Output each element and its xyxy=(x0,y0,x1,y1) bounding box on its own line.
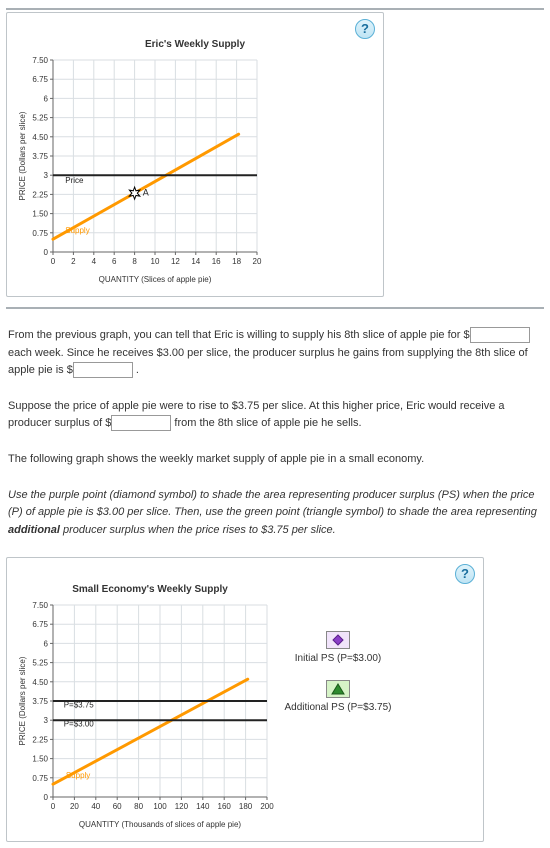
help-button-chart1[interactable]: ? xyxy=(355,19,375,39)
svg-text:3.75: 3.75 xyxy=(32,152,48,161)
svg-text:0.75: 0.75 xyxy=(32,774,48,783)
svg-text:80: 80 xyxy=(134,802,143,811)
svg-text:4.50: 4.50 xyxy=(32,678,48,687)
input-ps-8th-at-3[interactable] xyxy=(73,362,133,378)
svg-text:16: 16 xyxy=(212,257,221,266)
svg-text:20: 20 xyxy=(253,257,262,266)
svg-text:3: 3 xyxy=(44,171,49,180)
text: From the previous graph, you can tell th… xyxy=(8,329,464,341)
legend-label: Initial PS (P=$3.00) xyxy=(295,653,381,664)
paragraph-4-instructions: Use the purple point (diamond symbol) to… xyxy=(8,487,542,540)
input-ps-8th-at-375[interactable] xyxy=(111,415,171,431)
legend-swatch-diamond[interactable] xyxy=(326,631,350,649)
legend-additional-ps[interactable]: Additional PS (P=$3.75) xyxy=(283,680,393,713)
text-bold: additional xyxy=(8,524,60,536)
legend-initial-ps[interactable]: Initial PS (P=$3.00) xyxy=(283,631,393,664)
svg-text:3: 3 xyxy=(44,717,49,726)
svg-text:6.75: 6.75 xyxy=(32,75,48,84)
svg-text:40: 40 xyxy=(91,802,100,811)
chart2[interactable]: 0 20 40 60 80 100 120 140 160 180 200 0 0.75 1.50 2.25… xyxy=(15,601,275,831)
svg-text:PRICE (Dollars per slice): PRICE (Dollars per slice) xyxy=(18,657,27,746)
svg-text:20: 20 xyxy=(70,802,79,811)
svg-text:2.25: 2.25 xyxy=(32,736,48,745)
svg-text:14: 14 xyxy=(191,257,200,266)
paragraph-3: The following graph shows the weekly mar… xyxy=(8,451,542,469)
svg-text:A: A xyxy=(143,188,149,198)
svg-text:180: 180 xyxy=(239,802,253,811)
svg-text:QUANTITY (Slices of apple pie): QUANTITY (Slices of apple pie) xyxy=(99,275,212,284)
svg-text:6.75: 6.75 xyxy=(32,621,48,630)
chart1-panel: ? Eric's Weekly Supply 0 2 4 6 8 10 12 14 16 18 20… xyxy=(6,12,384,297)
svg-text:120: 120 xyxy=(175,802,189,811)
svg-text:60: 60 xyxy=(113,802,122,811)
legend-label: Additional PS (P=$3.75) xyxy=(284,702,391,713)
svg-text:P=$3.75: P=$3.75 xyxy=(64,701,95,710)
svg-text:8: 8 xyxy=(132,257,137,266)
svg-text:QUANTITY (Thousands of slices: QUANTITY (Thousands of slices of apple p… xyxy=(79,820,241,829)
text: producer surplus when the price rises to… xyxy=(60,524,336,536)
svg-text:4: 4 xyxy=(92,257,97,266)
svg-text:2.25: 2.25 xyxy=(32,190,48,199)
svg-text:6: 6 xyxy=(44,94,49,103)
svg-text:0: 0 xyxy=(51,802,56,811)
svg-text:0: 0 xyxy=(44,248,49,257)
svg-text:18: 18 xyxy=(232,257,241,266)
svg-text:1.50: 1.50 xyxy=(32,755,48,764)
svg-text:10: 10 xyxy=(151,257,160,266)
svg-text:P=$3.00: P=$3.00 xyxy=(64,720,95,729)
text: . xyxy=(136,364,139,376)
chart1[interactable]: 0 2 4 6 8 10 12 14 16 18 20 0 0.75 1.50 2.25 3 3.75 4.50 5… xyxy=(15,56,265,286)
svg-text:PRICE (Dollars per slice): PRICE (Dollars per slice) xyxy=(18,111,27,200)
help-button-chart2[interactable]: ? xyxy=(455,564,475,584)
chart2-legend: Initial PS (P=$3.00) Additional PS (P=$3… xyxy=(283,601,393,831)
svg-text:0: 0 xyxy=(51,257,56,266)
svg-text:2: 2 xyxy=(71,257,76,266)
svg-text:Supply: Supply xyxy=(66,771,90,780)
chart2-panel: ? Small Economy's Weekly Supply 02040608… xyxy=(6,557,484,842)
chart2-title: Small Economy's Weekly Supply xyxy=(25,584,275,595)
text: from the 8th slice of apple pie he sells… xyxy=(174,417,361,429)
paragraph-2: Suppose the price of apple pie were to r… xyxy=(8,398,542,433)
text: Use the purple point (diamond symbol) to… xyxy=(8,489,537,519)
svg-text:Price: Price xyxy=(65,176,84,185)
svg-text:5.25: 5.25 xyxy=(32,114,48,123)
svg-text:3.75: 3.75 xyxy=(32,697,48,706)
svg-text:Supply: Supply xyxy=(65,226,89,235)
svg-text:140: 140 xyxy=(196,802,210,811)
svg-text:200: 200 xyxy=(260,802,274,811)
legend-swatch-triangle[interactable] xyxy=(326,680,350,698)
paragraph-1: From the previous graph, you can tell th… xyxy=(8,327,542,380)
svg-text:5.25: 5.25 xyxy=(32,659,48,668)
svg-text:6: 6 xyxy=(112,257,117,266)
svg-text:100: 100 xyxy=(153,802,167,811)
input-supply-price-8th[interactable] xyxy=(470,327,530,343)
svg-text:6: 6 xyxy=(44,640,49,649)
svg-text:0: 0 xyxy=(44,793,49,802)
text: The following graph shows the weekly mar… xyxy=(8,453,424,465)
svg-text:12: 12 xyxy=(171,257,180,266)
chart1-title: Eric's Weekly Supply xyxy=(15,39,375,50)
svg-text:1.50: 1.50 xyxy=(32,210,48,219)
svg-text:0.75: 0.75 xyxy=(32,229,48,238)
svg-text:160: 160 xyxy=(218,802,232,811)
svg-text:7.50: 7.50 xyxy=(32,601,48,610)
svg-text:7.50: 7.50 xyxy=(32,56,48,65)
svg-text:4.50: 4.50 xyxy=(32,133,48,142)
